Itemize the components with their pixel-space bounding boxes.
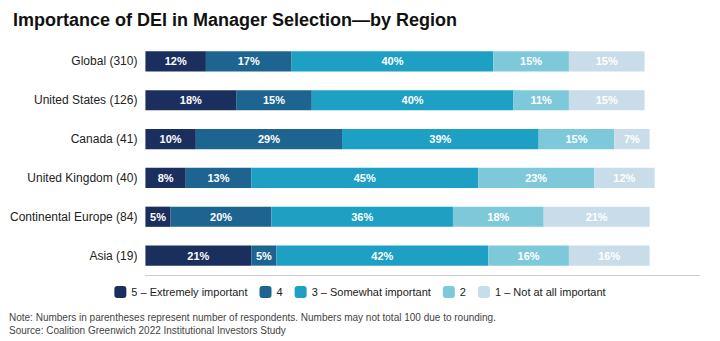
svg-text:29%: 29% bbox=[258, 133, 280, 145]
svg-text:17%: 17% bbox=[238, 55, 260, 67]
svg-text:Asia (19): Asia (19) bbox=[89, 249, 137, 263]
svg-text:4: 4 bbox=[277, 286, 283, 298]
svg-text:39%: 39% bbox=[429, 133, 451, 145]
svg-text:42%: 42% bbox=[371, 250, 393, 262]
svg-text:Continental Europe (84): Continental Europe (84) bbox=[10, 210, 137, 224]
svg-text:United Kingdom (40): United Kingdom (40) bbox=[27, 171, 137, 185]
svg-text:40%: 40% bbox=[381, 55, 403, 67]
svg-text:13%: 13% bbox=[208, 172, 230, 184]
svg-text:5 – Extremely important: 5 – Extremely important bbox=[131, 286, 247, 298]
svg-text:16%: 16% bbox=[598, 250, 620, 262]
svg-text:40%: 40% bbox=[402, 94, 424, 106]
svg-text:45%: 45% bbox=[354, 172, 376, 184]
svg-text:8%: 8% bbox=[158, 172, 174, 184]
svg-text:Canada (41): Canada (41) bbox=[71, 132, 138, 146]
svg-text:15%: 15% bbox=[565, 133, 587, 145]
svg-text:3 – Somewhat important: 3 – Somewhat important bbox=[312, 286, 431, 298]
svg-text:15%: 15% bbox=[596, 55, 618, 67]
svg-text:Source: Coalition Greenwich 20: Source: Coalition Greenwich 2022 Institu… bbox=[9, 325, 286, 336]
svg-text:15%: 15% bbox=[596, 94, 618, 106]
svg-text:5%: 5% bbox=[256, 250, 272, 262]
svg-text:1 – Not at all important: 1 – Not at all important bbox=[495, 286, 606, 298]
svg-text:18%: 18% bbox=[180, 94, 202, 106]
svg-text:10%: 10% bbox=[160, 133, 182, 145]
svg-text:2: 2 bbox=[460, 286, 466, 298]
svg-text:21%: 21% bbox=[586, 211, 608, 223]
svg-text:20%: 20% bbox=[210, 211, 232, 223]
svg-text:United States (126): United States (126) bbox=[34, 93, 137, 107]
svg-text:Note: Numbers in parentheses r: Note: Numbers in parentheses represent n… bbox=[9, 312, 496, 323]
svg-text:12%: 12% bbox=[613, 172, 635, 184]
svg-text:15%: 15% bbox=[520, 55, 542, 67]
svg-text:Global (310): Global (310) bbox=[71, 54, 137, 68]
svg-text:12%: 12% bbox=[165, 55, 187, 67]
svg-text:5%: 5% bbox=[150, 211, 166, 223]
svg-text:21%: 21% bbox=[187, 250, 209, 262]
svg-text:Importance of DEI in Manager S: Importance of DEI in Manager Selection—b… bbox=[13, 10, 457, 30]
svg-text:15%: 15% bbox=[263, 94, 285, 106]
svg-text:7%: 7% bbox=[624, 133, 640, 145]
svg-text:11%: 11% bbox=[530, 94, 552, 106]
svg-text:16%: 16% bbox=[518, 250, 540, 262]
svg-text:18%: 18% bbox=[487, 211, 509, 223]
svg-text:36%: 36% bbox=[351, 211, 373, 223]
svg-text:23%: 23% bbox=[525, 172, 547, 184]
